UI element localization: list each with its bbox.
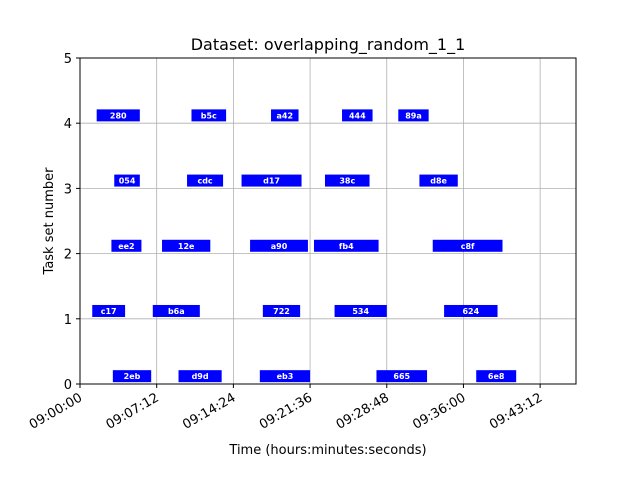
task-bar [178, 370, 222, 383]
y-tick-label: 1 [64, 313, 72, 328]
task-bar-label: c8f [461, 242, 475, 251]
task-bar [162, 239, 211, 252]
task-bar-label: fb4 [339, 242, 354, 251]
task-bar [187, 174, 224, 187]
task-bar [444, 304, 498, 317]
task-bar [342, 109, 373, 122]
task-bar-label: ee2 [118, 242, 134, 251]
y-axis-ticks: 0 1 2 3 4 5 [64, 52, 80, 393]
x-axis-label: Time (hours:minutes:seconds) [228, 443, 426, 458]
task-bar [114, 174, 140, 187]
task-bar-label: 444 [349, 111, 366, 120]
task-bar-label: 38c [339, 177, 355, 186]
task-bars: 2eb d9d eb3 665 6e8 c17 b6a 722 534 624 ee2 12e a90 f… [92, 109, 517, 383]
task-bar-label: 12e [178, 242, 195, 251]
task-bar-label: d9d [192, 372, 209, 381]
task-bar-label: cdc [197, 177, 212, 186]
plot-frame [79, 57, 577, 385]
task-bar [241, 174, 302, 187]
task-bar [259, 370, 311, 383]
task-bar [112, 370, 152, 383]
task-bar [334, 304, 387, 317]
y-tick-label: 2 [64, 248, 72, 263]
task-bar [419, 174, 458, 187]
task-bar [313, 239, 379, 252]
task-bar [96, 109, 140, 122]
task-bar-label: 89a [405, 111, 422, 120]
task-bar [376, 370, 428, 383]
task-bar-label: 054 [119, 177, 136, 186]
y-tick-label: 5 [64, 52, 72, 67]
task-bar-label: 624 [462, 307, 479, 316]
task-bar-label: b5c [201, 111, 217, 120]
task-bar-label: a42 [277, 111, 294, 120]
y-tick-label: 4 [64, 117, 72, 132]
task-bar-label: c17 [101, 307, 117, 316]
task-bar [191, 109, 227, 122]
task-bar [476, 370, 517, 383]
y-tick-label: 3 [64, 182, 72, 197]
task-bar [250, 239, 308, 252]
task-bar-label: d8e [430, 177, 447, 186]
task-bar [92, 304, 126, 317]
task-bar-label: 6e8 [488, 372, 505, 381]
task-bar-label: 280 [110, 111, 127, 120]
task-bar-label: 534 [352, 307, 369, 316]
chart-title: Dataset: overlapping_random_1_1 [191, 35, 466, 55]
task-bar [271, 109, 299, 122]
task-bar-label: b6a [168, 307, 185, 316]
task-bar-label: 2eb [124, 372, 141, 381]
task-bar [398, 109, 429, 122]
task-bar [432, 239, 503, 252]
task-bar-label: eb3 [277, 372, 294, 381]
y-axis-label: Task set number [42, 167, 57, 276]
task-bar [262, 304, 301, 317]
task-bar-label: 665 [393, 372, 410, 381]
task-bar-label: a90 [271, 242, 288, 251]
task-bar [324, 174, 370, 187]
task-bar-label: d17 [263, 177, 280, 186]
task-bar [111, 239, 142, 252]
task-bar [152, 304, 200, 317]
task-bar-label: 722 [273, 307, 290, 316]
y-tick-label: 0 [64, 378, 72, 393]
